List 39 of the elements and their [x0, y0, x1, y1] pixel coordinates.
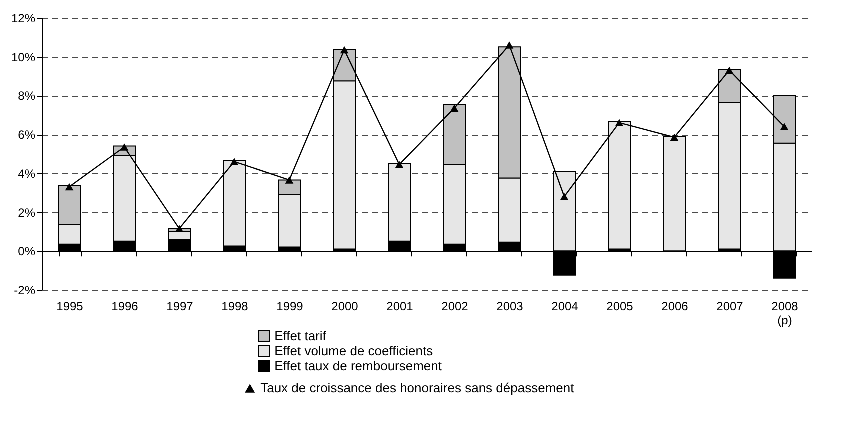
y-tick-label: 2%	[18, 206, 36, 220]
point	[615, 119, 624, 127]
legend-label: Taux de croissance des honoraires sans dépassement	[260, 380, 575, 396]
y-tick-label: 0%	[18, 244, 36, 259]
point	[65, 183, 74, 191]
point	[670, 134, 679, 142]
x-tick-label: 2006	[662, 300, 689, 314]
point	[560, 193, 569, 200]
x-tick-label: 2001	[386, 300, 414, 314]
x-tick-label: 1999	[276, 300, 304, 314]
x-tick-label: 2002	[442, 300, 469, 314]
y-tick-label: -2%	[14, 284, 36, 298]
y-tick-label: 6%	[18, 128, 36, 142]
legend-label: Effet taux de remboursement	[274, 358, 442, 374]
x-tick-label: 2003	[496, 300, 524, 314]
y-tick-label: 10%	[11, 50, 36, 64]
y-tick-label: 4%	[18, 166, 36, 181]
point	[395, 161, 404, 168]
x-tick-label: 2008 (p)	[772, 300, 799, 328]
x-tick-label: 1997	[166, 300, 194, 314]
x-tick-label: 2004	[552, 300, 579, 314]
y-tick-label: 8%	[18, 89, 36, 104]
x-tick-label: 1995	[56, 300, 84, 314]
point	[505, 42, 514, 49]
x-tick-label: 2007	[716, 300, 744, 314]
point	[725, 66, 734, 74]
x-tick-label: 1998	[222, 300, 249, 314]
x-tick-label: 2005	[606, 300, 634, 314]
point	[450, 104, 459, 112]
point	[780, 123, 789, 130]
point	[175, 225, 184, 232]
x-tick-label: 2000	[332, 300, 359, 314]
x-tick-label: 1996	[112, 300, 139, 314]
legend-label: Effet tarif	[274, 328, 327, 344]
point	[340, 46, 349, 54]
y-tick-label: 12%	[11, 12, 36, 26]
legend-label: Effet volume de coefficients	[274, 344, 434, 358]
point	[230, 158, 239, 166]
point	[285, 176, 294, 184]
